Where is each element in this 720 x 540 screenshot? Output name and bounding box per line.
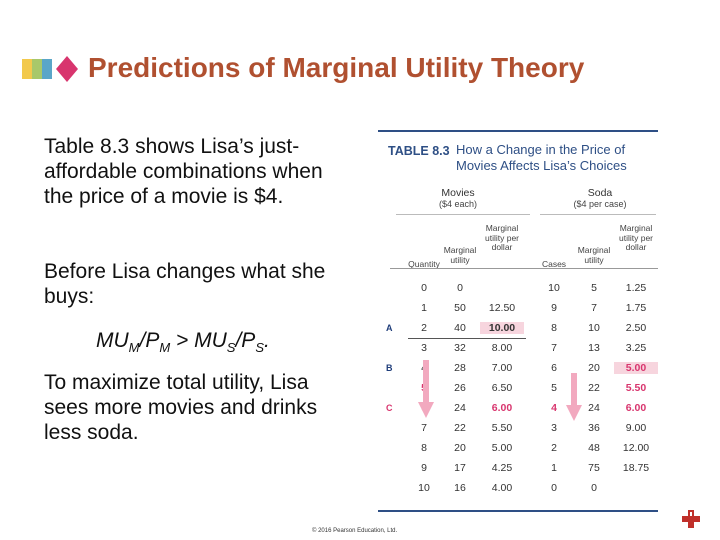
diamond-logo-icon [22, 56, 78, 82]
table-cell: 10 [588, 322, 600, 334]
table-cell: 4 [551, 402, 557, 414]
column-header: Cases [541, 259, 567, 269]
table-cell: 6 [551, 362, 557, 374]
table-cell: 40 [454, 322, 466, 334]
table-cell: 0 [457, 282, 463, 294]
table-cell: 5 [591, 282, 597, 294]
table-cell: 1.75 [625, 302, 647, 314]
table-cell: 4.00 [491, 482, 513, 494]
table-cell: 17 [454, 462, 466, 474]
table-cell: 24 [454, 402, 466, 414]
table-cell: 6.50 [491, 382, 513, 394]
table-cell: 3.25 [625, 342, 647, 354]
column-header: Marginal utility [577, 245, 611, 265]
table-cell: 7 [591, 302, 597, 314]
table-cell: 5.00 [614, 362, 658, 374]
table-cell: 13 [588, 342, 600, 354]
corner-cross-icon [680, 508, 702, 530]
column-header: Marginal utility per dollar [618, 223, 653, 252]
top-rule [378, 130, 658, 132]
bottom-rule [378, 510, 658, 512]
table-cell: 24 [588, 402, 600, 414]
table-cell: 10.00 [480, 322, 524, 334]
table-cell: 26 [454, 382, 466, 394]
table-cell: 0 [421, 282, 427, 294]
table-cell: 5.00 [491, 442, 513, 454]
table-cell: 6.00 [491, 402, 513, 414]
table-cell: 2 [421, 322, 427, 334]
table-cell: 20 [588, 362, 600, 374]
table-cell: 5.50 [625, 382, 647, 394]
movies-down-arrow-icon [418, 360, 434, 418]
row-a-line [408, 338, 526, 339]
table-cell: 36 [588, 422, 600, 434]
table-cell: 75 [588, 462, 600, 474]
paragraph-before-change: Before Lisa changes what she buys: [44, 260, 326, 308]
paragraph-conclusion: To maximize total utility, Lisa sees mor… [44, 371, 318, 444]
movies-group-header: Movies ($4 each) [438, 187, 478, 210]
soda-down-arrow-icon [566, 373, 582, 421]
copyright-notice: © 2016 Pearson Education, Ltd. [312, 528, 398, 534]
slide-title: Predictions of Marginal Utility Theory [88, 52, 585, 83]
table-cell: 28 [454, 362, 466, 374]
table-cell: 6.00 [625, 402, 647, 414]
soda-group-header: Soda ($4 per case) [573, 187, 627, 210]
table-cell: 8 [551, 322, 557, 334]
table-cell: 12.50 [488, 302, 516, 314]
table-cell: 4.25 [491, 462, 513, 474]
table-cell: 3 [551, 422, 557, 434]
table-cell: 32 [454, 342, 466, 354]
table-caption: How a Change in the Price of Movies Affe… [456, 142, 627, 173]
table-cell: 20 [454, 442, 466, 454]
row-label-b: B [386, 363, 393, 373]
column-header: Marginal utility [443, 245, 477, 265]
table-cell: 1 [551, 462, 557, 474]
row-label-a: A [386, 323, 393, 333]
movies-group-line [396, 214, 530, 215]
table-cell: 50 [454, 302, 466, 314]
column-header: Quantity [408, 259, 440, 269]
table-cell: 0 [551, 482, 557, 494]
soda-group-line [540, 214, 656, 215]
utility-formula: MUM/PM > MUS/PS. [96, 329, 270, 356]
column-header: Marginal utility per dollar [484, 223, 519, 252]
table-cell: 9 [421, 462, 427, 474]
row-label-c: C [386, 403, 393, 413]
table-cell: 3 [421, 342, 427, 354]
table-cell: 22 [454, 422, 466, 434]
table-figure: TABLE 8.3 How a Change in the Price of M… [378, 130, 658, 515]
table-cell: 8 [421, 442, 427, 454]
table-cell: 1.25 [625, 282, 647, 294]
table-cell: 2 [551, 442, 557, 454]
table-cell: 18.75 [622, 462, 650, 474]
table-number: TABLE 8.3 [388, 144, 450, 158]
table-cell: 10 [548, 282, 560, 294]
table-cell: 9 [551, 302, 557, 314]
table-cell: 9.00 [625, 422, 647, 434]
table-cell: 7 [551, 342, 557, 354]
table-cell: 7 [421, 422, 427, 434]
table-cell: 1 [421, 302, 427, 314]
table-cell: 5.50 [491, 422, 513, 434]
table-cell: 8.00 [491, 342, 513, 354]
table-cell: 2.50 [625, 322, 647, 334]
table-cell: 22 [588, 382, 600, 394]
table-cell: 48 [588, 442, 600, 454]
header-line [390, 268, 658, 269]
paragraph-table-intro: Table 8.3 shows Lisa’s just-affordable c… [44, 135, 323, 208]
table-cell: 10 [418, 482, 430, 494]
table-cell: 16 [454, 482, 466, 494]
table-cell: 12.00 [622, 442, 650, 454]
table-cell: 5 [551, 382, 557, 394]
table-cell: 0 [591, 482, 597, 494]
table-cell: 7.00 [491, 362, 513, 374]
